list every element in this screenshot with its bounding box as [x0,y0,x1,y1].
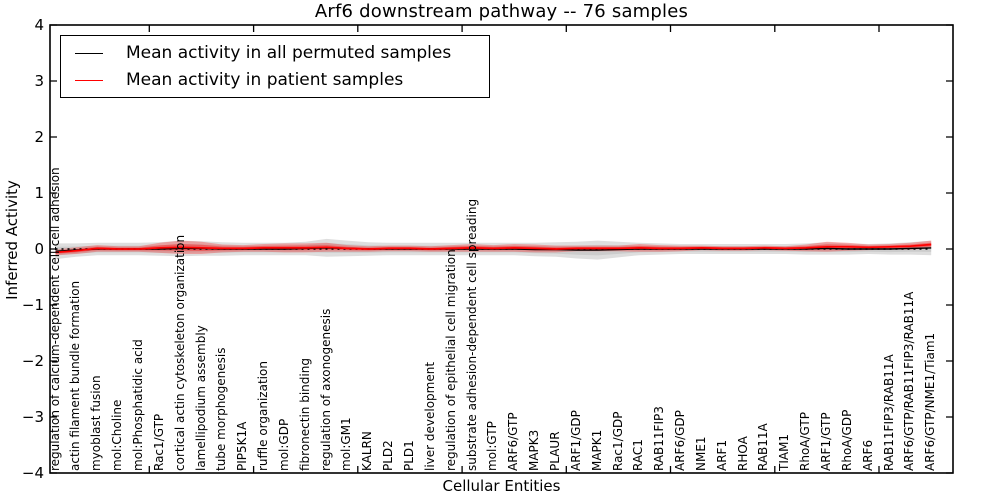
x-axis-title: Cellular Entities [442,477,561,495]
x-tick-label: PLD1 [402,440,416,471]
x-tick-label: RAB11A [756,423,771,471]
x-tick-label: myoblast fusion [89,375,104,471]
x-tick-label: substrate adhesion-dependent cell spread… [464,198,479,471]
x-tick-label: ARF6/GTP/NME1/Tiam1 [923,332,938,471]
y-axis-title: Inferred Activity [3,180,21,300]
legend-label-permuted: Mean activity in all permuted samples [126,43,452,63]
x-tick-label: liver development [422,361,437,471]
permuted-line-sample-icon [75,52,103,54]
x-tick-label: regulation of epithelial cell migration [443,249,458,471]
x-tick-label: ARF6/GTP [506,412,521,471]
x-tick-label: KALRN [360,431,375,471]
x-tick-label: ruffle organization [256,361,270,471]
x-tick-label: ARF1/GTP [819,412,833,471]
x-tick-label: ARF6 [860,439,875,471]
x-tick-label: tube morphogenesis [214,347,229,471]
x-tick-label: actin filament bundle formation [68,280,83,471]
x-tick-label: mol:GTP [485,421,500,471]
x-tick-label: RhoA/GDP [839,409,854,471]
x-tick-label: Rac1/GDP [610,411,625,471]
x-tick-label: Rac1/GTP [151,413,166,471]
y-tick-label: −1 [21,296,44,314]
legend-item-permuted: Mean activity in all permuted samples [61,43,489,63]
x-tick-label: mol:GM1 [339,417,354,471]
x-tick-label: MAPK3 [527,429,542,471]
x-tick-label: RAB11FIP3 [652,406,667,471]
x-tick-label: cortical actin cytoskeleton organization [172,234,187,471]
patient-line-sample-icon [75,79,103,81]
y-tick-label: −3 [21,408,44,426]
x-tick-label: regulation of calcium-dependent cell-cel… [47,167,62,471]
legend-item-patient: Mean activity in patient samples [61,70,489,90]
x-tick-label: ARF1/GDP [568,410,583,471]
x-tick-label: ARF1 [714,439,729,471]
axes-frame [49,24,954,474]
x-tick-label: lamellipodium assembly [193,325,208,471]
y-tick-label: 0 [34,240,44,258]
x-tick-label: PIP5K1A [235,421,250,471]
x-tick-label: NME1 [693,436,708,471]
y-tick-label: 1 [34,184,44,202]
x-tick-label: mol:Phosphatidic acid [130,339,145,471]
x-tick-label: PLAUR [547,431,562,471]
x-tick-label: mol:Choline [110,399,125,471]
x-tick-label: RAC1 [631,439,646,471]
y-tick-label: 4 [34,16,44,34]
x-tick-label: RhoA/GTP [798,412,813,471]
x-tick-label: regulation of axonogenesis [318,308,333,471]
y-tick-label: −2 [21,352,44,370]
legend: Mean activity in all permuted samples Me… [60,35,490,98]
x-tick-label: fibronectin binding [297,358,312,471]
x-tick-label: MAPK1 [589,429,604,471]
x-tick-label: TIAM1 [777,433,792,471]
y-tick-label: 3 [34,72,44,90]
x-tick-label: mol:GDP [276,418,291,471]
chart-title: Arf6 downstream pathway -- 76 samples [314,1,689,22]
x-tick-label: RHOA [735,436,750,471]
x-tick-label: ARF6/GTP/RAB11FIP3/RAB11A [902,291,917,471]
x-tick-label: PLD2 [381,440,396,471]
legend-label-patient: Mean activity in patient samples [126,70,404,90]
y-tick-label: 2 [34,128,44,146]
y-tick-label: −4 [21,464,44,482]
x-tick-label: ARF6/GDP [673,410,687,471]
x-tick-label: RAB11FIP3/RAB11A [881,354,896,471]
patient-mean-line [55,243,932,254]
